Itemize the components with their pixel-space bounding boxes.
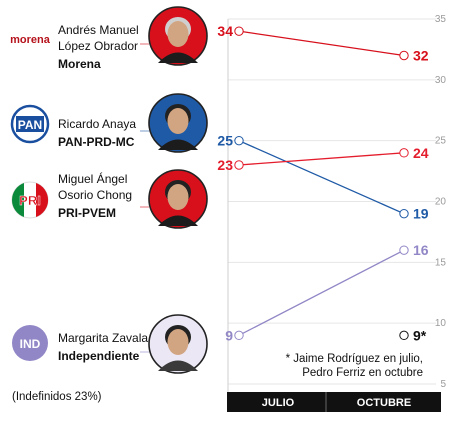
photo-face-osorio [167, 184, 189, 210]
y-tick-20: 20 [435, 197, 447, 208]
candidate-party-anaya: PAN-PRD-MC [58, 135, 135, 149]
photo-body-amlo [158, 52, 198, 63]
y-tick-10: 10 [435, 318, 447, 329]
data-point-zavala-octubre [399, 245, 409, 255]
data-point-anaya-octubre [399, 208, 409, 219]
series-line-amlo [238, 30, 405, 57]
footnote-line-1: * Jaime Rodríguez en julio, [286, 353, 423, 365]
candidate-party-zavala: Independiente [58, 349, 140, 363]
y-tick-25: 25 [435, 136, 447, 147]
y-tick-30: 30 [435, 75, 447, 86]
data-label-osorio-julio: 23 [217, 157, 233, 173]
data-point-osorio-octubre [399, 148, 409, 158]
data-label-anaya-julio: 25 [217, 133, 233, 149]
pri-logo-red [36, 183, 49, 217]
photo-face-zavala [167, 329, 189, 355]
data-point-anaya-julio [234, 135, 244, 146]
data-point-amlo-julio [234, 26, 244, 36]
pri-logo-green [11, 183, 24, 217]
data-label-zavala-octubre: 16 [413, 242, 429, 258]
candidate-name-zavala-line-1: Margarita Zavala [58, 331, 148, 345]
series-line-anaya [238, 140, 405, 215]
x-axis-band [227, 392, 441, 412]
undecided-note: (Indefinidos 23%) [12, 391, 102, 403]
candidate-party-amlo: Morena [58, 57, 101, 71]
data-point-amlo-octubre [399, 50, 409, 61]
candidate-name-osorio-line-2: Osorio Chong [58, 188, 132, 202]
candidate-name-anaya-line-1: Ricardo Anaya [58, 117, 136, 131]
photo-body-zavala [158, 360, 198, 371]
data-point-zavala-julio [234, 330, 244, 341]
pri-logo-text: PRI [19, 193, 41, 208]
pan-logo-band [16, 116, 44, 132]
data-point-other-octubre [399, 330, 409, 341]
series-line-zavala [238, 249, 405, 336]
series-line-osorio [238, 152, 405, 166]
ind-logo-circle [12, 325, 48, 361]
ind-logo-text: IND [20, 337, 41, 351]
pan-logo-text: PAN [18, 118, 42, 132]
data-label-zavala-julio: 9 [225, 327, 233, 343]
footnote-line-2: Pedro Ferriz en octubre [302, 367, 423, 379]
candidate-name-osorio-line-1: Miguel Ángel [58, 171, 127, 186]
data-label-amlo-octubre: 32 [413, 48, 429, 64]
y-tick-35: 35 [435, 14, 447, 25]
data-label-other-octubre: 9* [413, 327, 427, 343]
data-label-osorio-octubre: 24 [413, 145, 429, 161]
candidate-name-amlo-line-2: López Obrador [58, 39, 138, 53]
photo-body-anaya [158, 139, 198, 150]
y-tick-15: 15 [435, 257, 447, 268]
candidate-party-osorio: PRI-PVEM [58, 206, 116, 220]
data-label-amlo-julio: 34 [217, 23, 233, 39]
x-label-julio: JULIO [262, 397, 295, 409]
x-label-octubre: OCTUBRE [357, 397, 411, 409]
morena-logo: morena [10, 34, 51, 46]
y-tick-5: 5 [440, 379, 446, 390]
photo-body-osorio [158, 215, 198, 226]
photo-face-anaya [167, 108, 189, 134]
candidate-name-amlo-line-1: Andrés Manuel [58, 23, 139, 37]
data-label-anaya-octubre: 19 [413, 206, 429, 222]
photo-face-amlo [167, 21, 189, 47]
data-point-osorio-julio [234, 160, 244, 170]
